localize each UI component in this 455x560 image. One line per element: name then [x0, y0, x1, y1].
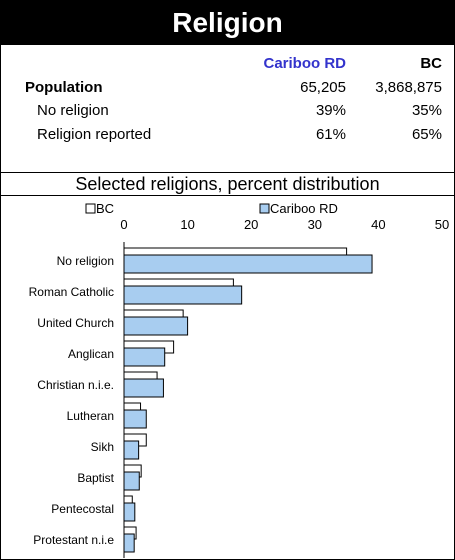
cariboo-value: 65,205: [300, 79, 346, 96]
legend-swatch-bc: [85, 203, 96, 214]
summary-row-no-religion: No religion 39% 35%: [1, 102, 454, 124]
category-label: Baptist: [77, 471, 114, 485]
bar-cariboo: [123, 502, 136, 522]
row-label: Population: [25, 79, 103, 96]
category-label: Pentecostal: [51, 502, 114, 516]
cariboo-value: 61%: [315, 126, 346, 143]
x-tick-label: 30: [308, 217, 322, 232]
legend-label-cariboo: Cariboo RD: [270, 201, 338, 216]
page-title: Religion: [1, 1, 454, 45]
bar-cariboo: [123, 471, 140, 491]
category-label: Lutheran: [67, 409, 114, 423]
legend-swatch-cariboo: [259, 203, 270, 214]
bar-cariboo: [123, 533, 135, 553]
legend-label-bc: BC: [96, 201, 114, 216]
bc-value: 35%: [411, 102, 442, 119]
bar-cariboo: [123, 285, 243, 305]
x-tick-label: 10: [180, 217, 194, 232]
x-tick-label: 0: [120, 217, 127, 232]
chart-title: Selected religions, percent distribution: [75, 174, 380, 194]
category-label: Christian n.i.e.: [37, 378, 114, 392]
cariboo-value: 39%: [315, 102, 346, 119]
summary-header-row: Cariboo RD BC: [1, 55, 454, 77]
column-header-bc: BC: [420, 55, 442, 72]
category-label: No religion: [57, 254, 114, 268]
divider-top: [1, 172, 454, 173]
bar-cariboo: [123, 378, 164, 398]
bc-value: 3,868,875: [375, 79, 442, 96]
summary-row-population: Population 65,205 3,868,875: [1, 79, 454, 101]
x-tick-label: 50: [435, 217, 449, 232]
bar-cariboo: [123, 440, 140, 460]
divider-bottom: [1, 195, 454, 196]
x-tick-label: 20: [244, 217, 258, 232]
category-label: Roman Catholic: [29, 285, 114, 299]
bar-chart: BC Cariboo RD 0 10 20 30 40 50 No religion Rom…: [29, 201, 449, 558]
column-header-cariboo: Cariboo RD: [263, 55, 347, 72]
bars: [123, 247, 373, 553]
bar-cariboo: [123, 316, 189, 336]
category-label: United Church: [37, 316, 114, 330]
bar-cariboo: [123, 409, 147, 429]
category-label: Sikh: [91, 440, 114, 454]
summary-table: Cariboo RD BC Population 65,205 3,868,87…: [1, 45, 454, 172]
row-label: Religion reported: [37, 126, 152, 143]
bc-value: 65%: [411, 126, 442, 143]
category-label: Anglican: [68, 347, 114, 361]
summary-row-religion-reported: Religion reported 61% 65%: [1, 126, 454, 148]
row-label: No religion: [37, 102, 109, 119]
bar-cariboo: [123, 254, 373, 274]
category-label: Protestant n.i.e: [33, 533, 114, 547]
bar-cariboo: [123, 347, 166, 367]
x-tick-label: 40: [371, 217, 385, 232]
legend: BC Cariboo RD: [85, 201, 338, 216]
x-axis-ticks: 0 10 20 30 40 50: [120, 217, 449, 232]
category-labels: No religion Roman Catholic United Church An…: [29, 254, 115, 547]
